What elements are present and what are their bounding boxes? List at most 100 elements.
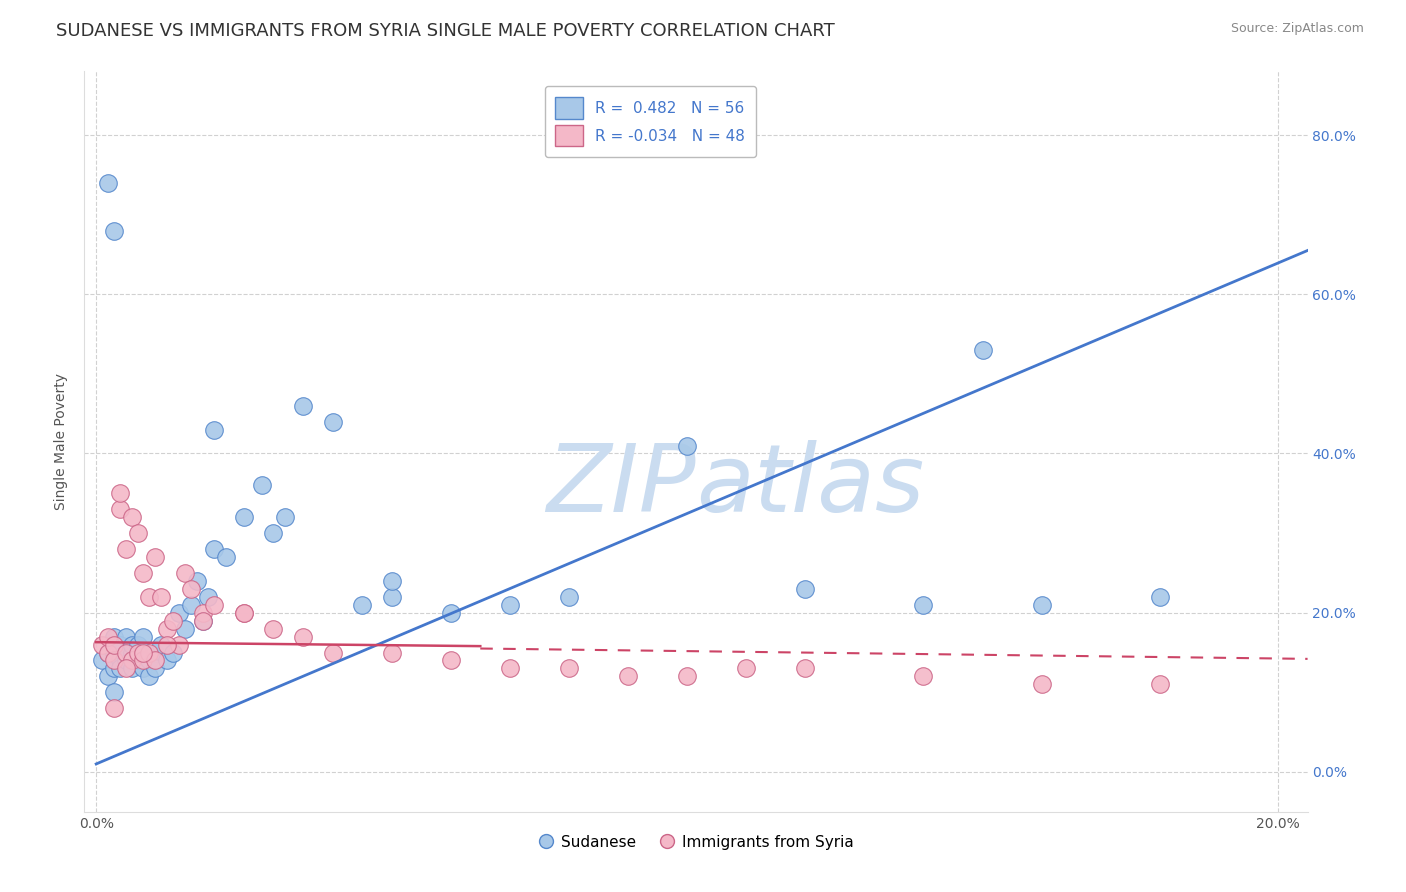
Point bbox=[202, 423, 225, 437]
Point bbox=[114, 646, 136, 660]
Point bbox=[103, 653, 125, 667]
Point bbox=[381, 646, 404, 660]
Point bbox=[499, 598, 522, 612]
Point bbox=[143, 646, 166, 660]
Point bbox=[191, 614, 214, 628]
Point bbox=[108, 502, 131, 516]
Point bbox=[103, 701, 125, 715]
Point bbox=[167, 638, 190, 652]
Point bbox=[191, 606, 214, 620]
Point bbox=[114, 541, 136, 556]
Point bbox=[352, 598, 374, 612]
Point bbox=[794, 661, 817, 675]
Point bbox=[499, 661, 522, 675]
Text: SUDANESE VS IMMIGRANTS FROM SYRIA SINGLE MALE POVERTY CORRELATION CHART: SUDANESE VS IMMIGRANTS FROM SYRIA SINGLE… bbox=[56, 22, 835, 40]
Point bbox=[150, 638, 173, 652]
Point bbox=[97, 176, 120, 190]
Point bbox=[440, 653, 463, 667]
Point bbox=[97, 630, 120, 644]
Point bbox=[143, 661, 166, 675]
Legend: Sudanese, Immigrants from Syria: Sudanese, Immigrants from Syria bbox=[531, 829, 860, 856]
Point bbox=[186, 574, 208, 588]
Point bbox=[103, 661, 125, 675]
Point bbox=[912, 669, 935, 683]
Point bbox=[262, 622, 284, 636]
Point bbox=[202, 598, 225, 612]
Point bbox=[103, 223, 125, 237]
Point bbox=[138, 590, 160, 604]
Point bbox=[97, 646, 120, 660]
Point bbox=[132, 566, 155, 580]
Point bbox=[1149, 590, 1171, 604]
Point bbox=[215, 549, 238, 564]
Point bbox=[156, 653, 179, 667]
Point bbox=[262, 526, 284, 541]
Point bbox=[138, 646, 160, 660]
Point bbox=[162, 646, 184, 660]
Point bbox=[1149, 677, 1171, 691]
Point bbox=[191, 614, 214, 628]
Point bbox=[676, 438, 699, 452]
Point bbox=[143, 549, 166, 564]
Point bbox=[138, 669, 160, 683]
Text: Source: ZipAtlas.com: Source: ZipAtlas.com bbox=[1230, 22, 1364, 36]
Point bbox=[114, 661, 136, 675]
Point bbox=[132, 630, 155, 644]
Point bbox=[91, 638, 114, 652]
Point bbox=[108, 661, 131, 675]
Point bbox=[180, 598, 202, 612]
Point bbox=[121, 638, 143, 652]
Point bbox=[1031, 677, 1053, 691]
Point bbox=[108, 638, 131, 652]
Point bbox=[440, 606, 463, 620]
Point bbox=[180, 582, 202, 596]
Text: atlas: atlas bbox=[696, 441, 924, 532]
Point bbox=[108, 486, 131, 500]
Point bbox=[381, 574, 404, 588]
Point bbox=[167, 606, 190, 620]
Point bbox=[138, 653, 160, 667]
Point bbox=[143, 653, 166, 667]
Point bbox=[292, 630, 315, 644]
Point bbox=[132, 661, 155, 675]
Point bbox=[114, 646, 136, 660]
Point bbox=[617, 669, 640, 683]
Point bbox=[127, 653, 149, 667]
Point bbox=[127, 526, 149, 541]
Point bbox=[156, 638, 179, 652]
Point bbox=[173, 622, 195, 636]
Point bbox=[558, 590, 581, 604]
Point bbox=[103, 646, 125, 660]
Point bbox=[202, 541, 225, 556]
Point bbox=[292, 399, 315, 413]
Point bbox=[232, 606, 254, 620]
Point bbox=[121, 646, 143, 660]
Point bbox=[127, 638, 149, 652]
Point bbox=[132, 653, 155, 667]
Point bbox=[972, 343, 994, 357]
Point bbox=[735, 661, 758, 675]
Point bbox=[558, 661, 581, 675]
Point bbox=[676, 669, 699, 683]
Point bbox=[1031, 598, 1053, 612]
Point bbox=[91, 653, 114, 667]
Point bbox=[121, 661, 143, 675]
Point bbox=[156, 622, 179, 636]
Point bbox=[103, 638, 125, 652]
Point bbox=[103, 630, 125, 644]
Point bbox=[232, 606, 254, 620]
Point bbox=[794, 582, 817, 596]
Point bbox=[322, 646, 344, 660]
Point bbox=[108, 653, 131, 667]
Point bbox=[97, 646, 120, 660]
Point bbox=[912, 598, 935, 612]
Point bbox=[121, 653, 143, 667]
Point bbox=[97, 669, 120, 683]
Point bbox=[197, 590, 219, 604]
Point bbox=[150, 590, 173, 604]
Point bbox=[274, 510, 297, 524]
Point bbox=[114, 630, 136, 644]
Point bbox=[173, 566, 195, 580]
Point bbox=[114, 653, 136, 667]
Point bbox=[121, 510, 143, 524]
